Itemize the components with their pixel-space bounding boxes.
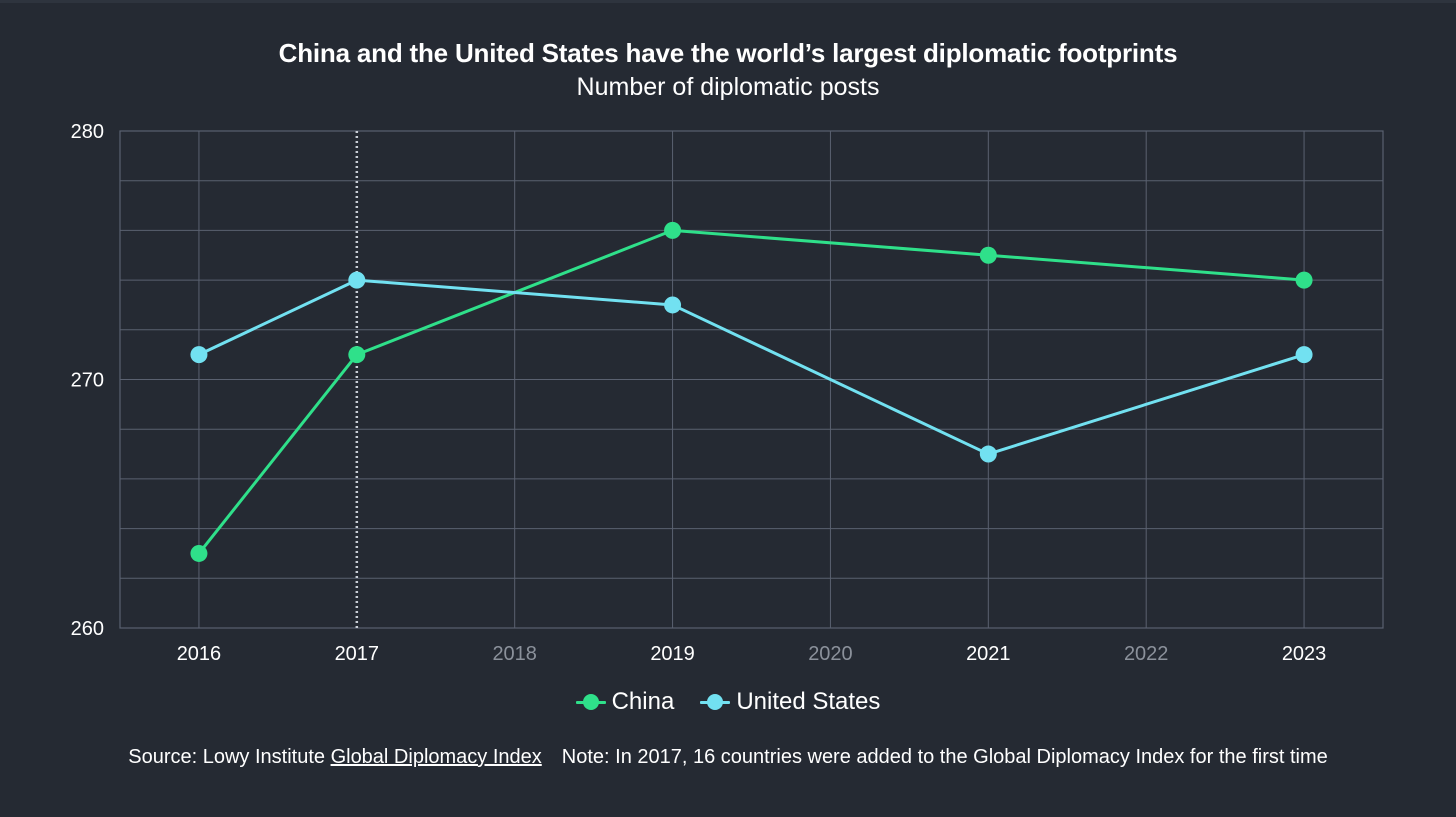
data-point-china-2023 [1295,271,1313,289]
source-prefix: Source: Lowy Institute [128,746,331,768]
footer: Source: Lowy Institute Global Diplomacy … [0,746,1456,769]
x-axis: 2016 2017 2018 2019 2020 2021 2022 2023 [177,643,1327,665]
data-point-china-2021 [979,246,997,264]
chart-subtitle: Number of diplomatic posts [576,73,880,101]
y-axis: 280 270 260 [71,121,104,640]
x-tick-label: 2020 [808,643,853,665]
legend-label-united-states: United States [736,688,881,715]
y-tick-label: 270 [71,370,104,392]
top-border [0,0,1456,3]
legend: China United States [0,688,1456,716]
y-tick-label: 260 [71,618,104,640]
data-point-united-states-2019 [664,296,682,314]
x-tick-label: 2021 [966,643,1011,665]
data-point-united-states-2023 [1295,346,1313,364]
footnote: Note: In 2017, 16 countries were added t… [561,746,1328,768]
series-line-united-states [197,278,1306,456]
x-tick-label: 2019 [650,643,695,665]
data-point-china-2017 [348,346,366,364]
data-point-united-states-2021 [979,445,997,463]
data-point-united-states-2016 [190,346,208,364]
legend-item-united-states[interactable]: United States [700,688,880,716]
x-tick-label: 2023 [1282,643,1327,665]
series-china [190,221,1313,562]
y-tick-label: 280 [71,121,104,143]
grid [119,130,1384,629]
data-point-china-2019 [664,221,682,239]
x-tick-label: 2017 [335,643,380,665]
legend-label-china: China [611,688,675,715]
x-tick-label: 2016 [177,643,222,665]
series-group [190,221,1313,562]
legend-swatch-china [575,692,606,712]
data-point-united-states-2017 [348,271,366,289]
x-tick-label: 2022 [1124,643,1169,665]
source-link[interactable]: Global Diplomacy Index [330,746,542,768]
series-united-states [190,271,1313,463]
legend-item-china[interactable]: China [575,688,675,716]
data-point-china-2016 [190,544,208,562]
x-tick-label: 2018 [492,643,537,665]
chart-title: China and the United States have the wor… [278,38,1178,68]
legend-swatch-united-states [700,692,731,712]
